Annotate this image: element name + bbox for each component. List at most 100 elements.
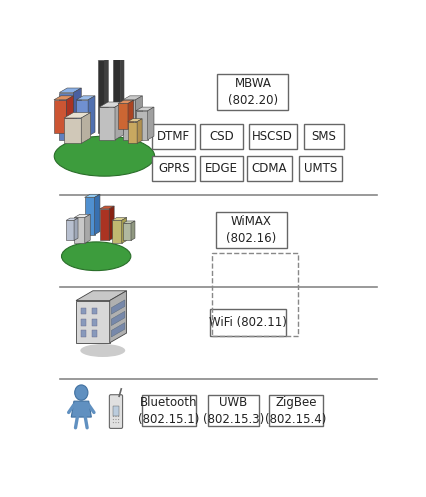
Polygon shape (75, 214, 90, 218)
Bar (200, 124, 243, 149)
Text: UMTS: UMTS (304, 162, 337, 175)
Circle shape (115, 422, 116, 423)
Bar (141, 395, 196, 426)
Bar (81, 308, 86, 314)
Polygon shape (112, 218, 127, 220)
Bar (247, 156, 292, 181)
Polygon shape (100, 209, 109, 241)
Bar (216, 212, 287, 248)
Text: CSD: CSD (209, 130, 234, 143)
Text: WiMAX
(802.16): WiMAX (802.16) (226, 215, 276, 245)
Polygon shape (111, 311, 125, 326)
Polygon shape (118, 103, 128, 129)
Polygon shape (85, 214, 90, 244)
Polygon shape (66, 96, 73, 133)
Bar (92, 308, 97, 314)
Polygon shape (74, 218, 78, 241)
Text: GPRS: GPRS (158, 162, 190, 175)
Polygon shape (73, 88, 81, 140)
Text: EDGE: EDGE (205, 162, 238, 175)
Bar (210, 309, 286, 336)
Polygon shape (135, 96, 142, 140)
Circle shape (115, 416, 116, 417)
Polygon shape (98, 60, 104, 133)
Text: DTMF: DTMF (157, 130, 190, 143)
Polygon shape (99, 107, 115, 140)
Polygon shape (85, 197, 95, 235)
Polygon shape (75, 218, 85, 244)
Polygon shape (123, 100, 135, 140)
Polygon shape (104, 58, 108, 133)
Polygon shape (54, 100, 66, 133)
Polygon shape (99, 102, 124, 107)
Polygon shape (112, 220, 122, 244)
Circle shape (115, 419, 116, 420)
Polygon shape (85, 194, 100, 197)
Polygon shape (95, 194, 100, 235)
Circle shape (75, 385, 88, 400)
Polygon shape (128, 122, 137, 144)
Polygon shape (71, 401, 91, 417)
Circle shape (118, 419, 119, 420)
Polygon shape (122, 218, 127, 244)
Polygon shape (59, 92, 73, 140)
Circle shape (118, 422, 119, 423)
FancyBboxPatch shape (109, 395, 123, 428)
Polygon shape (123, 221, 135, 223)
Polygon shape (88, 96, 95, 136)
Polygon shape (76, 100, 88, 136)
Polygon shape (109, 206, 114, 241)
Bar (81, 331, 86, 337)
Bar (92, 319, 97, 326)
Bar (212, 253, 298, 336)
Polygon shape (136, 107, 154, 111)
Text: WiFi (802.11): WiFi (802.11) (209, 316, 287, 329)
Text: ZigBee
(802.15.4): ZigBee (802.15.4) (265, 396, 327, 425)
Polygon shape (118, 100, 134, 103)
Circle shape (118, 416, 119, 417)
Polygon shape (76, 301, 110, 343)
Bar (112, 406, 119, 415)
Polygon shape (111, 323, 125, 337)
Polygon shape (128, 119, 142, 122)
Polygon shape (81, 112, 91, 144)
Circle shape (113, 419, 114, 420)
Polygon shape (66, 220, 74, 241)
Polygon shape (148, 107, 154, 140)
Text: SMS: SMS (311, 130, 337, 143)
Bar (304, 124, 344, 149)
Text: MBWA
(802.20): MBWA (802.20) (228, 77, 278, 107)
Ellipse shape (61, 242, 131, 270)
Bar (153, 156, 195, 181)
Text: CDMA: CDMA (252, 162, 287, 175)
Bar (200, 156, 243, 181)
Polygon shape (123, 96, 142, 100)
Polygon shape (136, 111, 148, 140)
Polygon shape (66, 218, 78, 220)
Bar (92, 331, 97, 337)
Polygon shape (64, 118, 81, 144)
Circle shape (113, 416, 114, 417)
Ellipse shape (81, 344, 125, 357)
Polygon shape (128, 100, 134, 129)
Bar (218, 74, 288, 110)
Polygon shape (54, 96, 73, 100)
Polygon shape (123, 223, 131, 241)
Circle shape (113, 422, 114, 423)
Polygon shape (115, 102, 124, 140)
Polygon shape (100, 206, 114, 209)
Polygon shape (137, 119, 142, 144)
Text: Bluetooth
(802.15.1): Bluetooth (802.15.1) (138, 396, 199, 425)
Polygon shape (76, 96, 95, 100)
Bar (269, 395, 323, 426)
Polygon shape (113, 53, 120, 133)
Bar (249, 124, 297, 149)
Bar (299, 156, 342, 181)
Text: HSCSD: HSCSD (252, 130, 293, 143)
Polygon shape (110, 291, 127, 343)
Polygon shape (120, 50, 124, 133)
Polygon shape (113, 50, 124, 53)
Text: UWB
(802.15.3): UWB (802.15.3) (202, 396, 264, 425)
Bar (81, 319, 86, 326)
Polygon shape (64, 112, 91, 118)
